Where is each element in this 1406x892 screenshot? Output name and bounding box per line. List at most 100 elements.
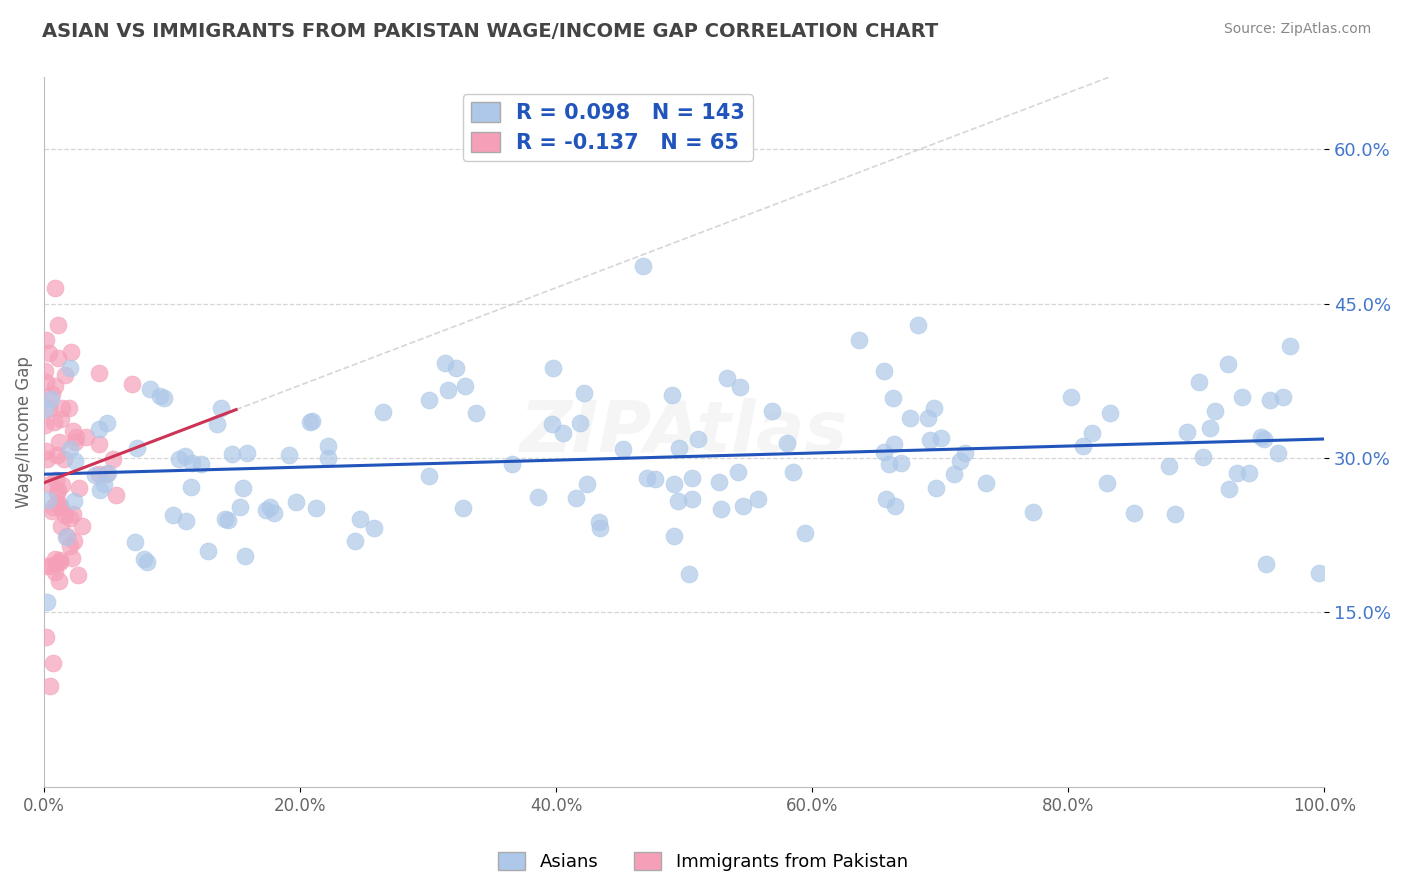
Point — [46, 483, 69, 497]
Point — [96, 417, 118, 431]
Point — [890, 456, 912, 470]
Point — [1198, 421, 1220, 435]
Point — [34, 417, 56, 432]
Point — [1157, 458, 1180, 473]
Point — [929, 431, 952, 445]
Point — [62, 424, 84, 438]
Point — [349, 512, 371, 526]
Point — [848, 333, 870, 347]
Point — [38, 679, 60, 693]
Point — [97, 466, 120, 480]
Point — [776, 435, 799, 450]
Text: ZIPAtlas: ZIPAtlas — [520, 398, 848, 467]
Point — [53, 368, 76, 382]
Point — [49, 552, 72, 566]
Point — [949, 454, 972, 468]
Point — [49, 555, 72, 569]
Point — [58, 401, 80, 416]
Point — [45, 496, 67, 510]
Point — [38, 346, 60, 360]
Point — [747, 492, 769, 507]
Point — [678, 567, 700, 582]
Point — [121, 377, 143, 392]
Point — [263, 506, 285, 520]
Point — [51, 478, 73, 492]
Point — [173, 449, 195, 463]
Point — [454, 379, 477, 393]
Text: Source: ZipAtlas.com: Source: ZipAtlas.com — [1223, 22, 1371, 37]
Point — [316, 439, 339, 453]
Point — [1258, 393, 1281, 408]
Point — [1022, 505, 1045, 519]
Legend: R = 0.098   N = 143, R = -0.137   N = 65: R = 0.098 N = 143, R = -0.137 N = 65 — [464, 95, 752, 161]
Point — [942, 467, 965, 482]
Point — [58, 511, 80, 525]
Point — [1267, 446, 1289, 460]
Point — [52, 451, 75, 466]
Point — [872, 363, 894, 377]
Point — [67, 481, 90, 495]
Legend: Asians, Immigrants from Pakistan: Asians, Immigrants from Pakistan — [491, 845, 915, 879]
Point — [501, 457, 523, 471]
Point — [1226, 467, 1249, 481]
Point — [62, 533, 84, 548]
Point — [301, 414, 323, 428]
Point — [285, 495, 308, 509]
Point — [103, 452, 125, 467]
Point — [418, 392, 440, 407]
Point — [1216, 357, 1239, 371]
Point — [898, 411, 921, 425]
Point — [34, 401, 56, 416]
Point — [39, 558, 62, 573]
Point — [59, 442, 82, 456]
Point — [63, 453, 86, 467]
Point — [35, 594, 58, 608]
Point — [37, 451, 59, 466]
Point — [918, 433, 941, 447]
Point — [884, 499, 907, 513]
Point — [89, 437, 111, 451]
Point — [761, 404, 783, 418]
Point — [59, 345, 82, 359]
Point — [65, 435, 87, 450]
Point — [298, 415, 321, 429]
Point — [34, 364, 56, 378]
Point — [44, 551, 66, 566]
Point — [39, 477, 62, 491]
Point — [612, 442, 634, 456]
Point — [127, 442, 149, 456]
Point — [41, 500, 63, 515]
Point — [540, 417, 562, 431]
Point — [51, 401, 73, 415]
Point — [66, 567, 89, 582]
Point — [87, 422, 110, 436]
Point — [162, 508, 184, 522]
Point — [75, 429, 97, 443]
Point — [277, 448, 299, 462]
Point — [214, 511, 236, 525]
Point — [344, 533, 367, 548]
Point — [60, 550, 83, 565]
Point — [83, 467, 105, 482]
Point — [34, 559, 56, 574]
Point — [134, 552, 156, 566]
Point — [39, 392, 62, 407]
Point — [875, 491, 897, 506]
Point — [139, 382, 162, 396]
Point — [716, 371, 738, 385]
Point — [917, 410, 939, 425]
Point — [45, 474, 67, 488]
Point — [727, 465, 749, 479]
Point — [34, 630, 56, 644]
Point — [44, 281, 66, 295]
Point — [205, 417, 228, 431]
Point — [444, 361, 467, 376]
Point — [174, 514, 197, 528]
Point — [1253, 432, 1275, 446]
Point — [686, 432, 709, 446]
Point — [62, 494, 84, 508]
Point — [228, 500, 250, 515]
Point — [1099, 406, 1122, 420]
Point — [433, 356, 456, 370]
Point — [588, 515, 610, 529]
